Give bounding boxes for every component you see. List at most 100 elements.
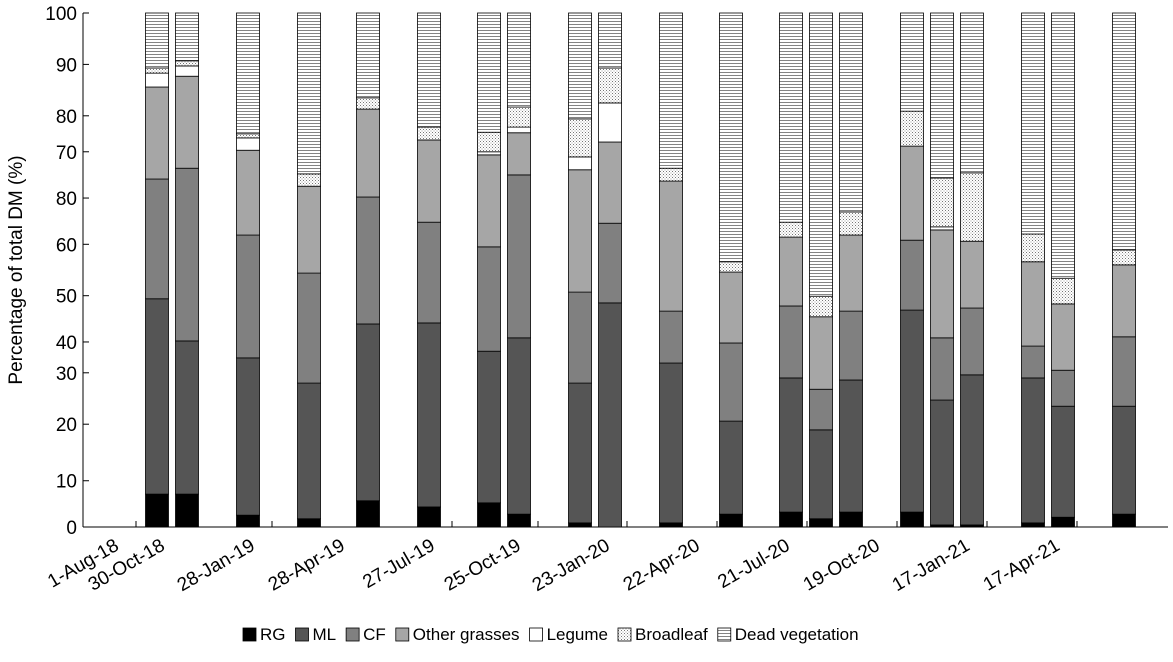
y-tick-label: 30 — [56, 364, 77, 385]
bar-segment — [930, 177, 954, 228]
bar-segment — [719, 261, 743, 273]
x-tick-label: 28-Apr-19 — [265, 535, 349, 595]
bar-segment — [779, 305, 803, 379]
bar-segment — [477, 246, 501, 352]
bar-segment — [809, 429, 833, 520]
bar-segment — [1021, 12, 1045, 235]
x-tick-label: 23-Jan-20 — [529, 535, 614, 596]
bar-segment — [145, 67, 169, 74]
y-tick-label: 80 — [56, 107, 77, 128]
bar-segment — [145, 72, 169, 88]
bar-segment — [507, 513, 531, 528]
bar-segment — [839, 211, 863, 236]
bar-segment — [900, 511, 924, 528]
bar-segment — [236, 12, 260, 135]
legend-swatch — [529, 627, 543, 642]
y-tick-label: 20 — [56, 415, 77, 436]
bar-segment — [960, 240, 984, 309]
y-tick-label: 10 — [56, 472, 77, 493]
bar-segment — [568, 382, 592, 524]
bar-segment — [960, 374, 984, 526]
bar-segment — [1051, 303, 1075, 371]
bar-segment — [297, 518, 321, 528]
bar-segment — [145, 86, 169, 180]
bar-segment — [659, 167, 683, 182]
bar-segment — [719, 12, 743, 263]
legend-swatch — [717, 627, 732, 642]
bar-segment — [297, 12, 321, 175]
bar-segment — [1051, 12, 1075, 279]
bar-segment — [356, 108, 380, 198]
x-tick-label: 28-Jan-19 — [174, 535, 259, 596]
bar-segment — [1112, 249, 1136, 266]
legend-label: Other grasses — [413, 625, 520, 644]
bar-segment — [839, 379, 863, 513]
bar-segment — [145, 178, 169, 300]
bar-segment — [175, 493, 199, 528]
bar-segment — [175, 167, 199, 342]
bar-segment — [175, 12, 199, 62]
bar-segment — [659, 180, 683, 312]
bar-segment — [598, 141, 622, 224]
bar-segment — [839, 12, 863, 213]
bar-segment — [297, 185, 321, 274]
bar-segment — [598, 222, 622, 304]
bar-segment — [598, 12, 622, 69]
bar-segment — [297, 173, 321, 187]
legend-label: CF — [363, 625, 386, 644]
y-tick-label: 90 — [56, 55, 77, 76]
bar-segment — [507, 106, 531, 128]
y-tick-label: 40 — [56, 333, 77, 354]
bar-segment — [507, 12, 531, 108]
bar-segment — [719, 342, 743, 422]
bar-segment — [839, 310, 863, 381]
y-tick-label: 50 — [56, 287, 77, 308]
x-tick-label: 25-Oct-19 — [441, 535, 525, 595]
bar-segment — [477, 151, 501, 156]
bar-segment — [507, 337, 531, 515]
x-tick-label: 22-Apr-20 — [620, 535, 704, 595]
bar-segment — [175, 65, 199, 77]
bar-segment — [236, 133, 260, 139]
bar-segment — [175, 60, 199, 67]
legend-swatch — [345, 627, 360, 642]
x-tick-label: 19-Oct-20 — [800, 535, 884, 595]
bar-segment — [356, 323, 380, 502]
bar-segment — [477, 502, 501, 528]
legend-swatch — [395, 627, 410, 642]
bar-segment — [175, 340, 199, 495]
bar-segment — [809, 388, 833, 431]
bar-segment — [417, 506, 441, 528]
y-tick-label: 0 — [66, 518, 77, 539]
bar-segment — [356, 97, 380, 110]
bar-segment — [568, 118, 592, 158]
bar-segment — [930, 337, 954, 401]
bar-segment — [417, 139, 441, 223]
bar-segment — [1021, 345, 1045, 379]
x-tick-label: 21-Jul-20 — [714, 535, 793, 593]
y-tick-label: 100 — [45, 4, 77, 25]
legend-swatch — [295, 627, 309, 642]
bar-segment — [236, 234, 260, 359]
bar-segment — [236, 137, 260, 151]
bar-segment — [900, 309, 924, 513]
bar-segment — [417, 221, 441, 324]
legend-label: Broadleaf — [635, 625, 708, 644]
legend-swatch — [617, 627, 632, 642]
bar-segment — [356, 500, 380, 528]
bar-segment — [779, 511, 803, 528]
bar-segment — [659, 362, 683, 524]
bar-segment — [1051, 516, 1075, 528]
bar-segment — [1021, 233, 1045, 263]
bar-segment — [1112, 336, 1136, 407]
bar-segment — [1021, 522, 1045, 528]
bar-segment — [1051, 277, 1075, 305]
y-tick-label: 60 — [56, 235, 77, 256]
bar-segment — [477, 12, 501, 133]
legend-label: ML — [313, 625, 337, 644]
y-axis-label: Percentage of total DM (%) — [6, 155, 27, 384]
bar-segment — [1112, 12, 1136, 251]
legend-label: RG — [260, 625, 286, 644]
bar-segment — [809, 295, 833, 318]
